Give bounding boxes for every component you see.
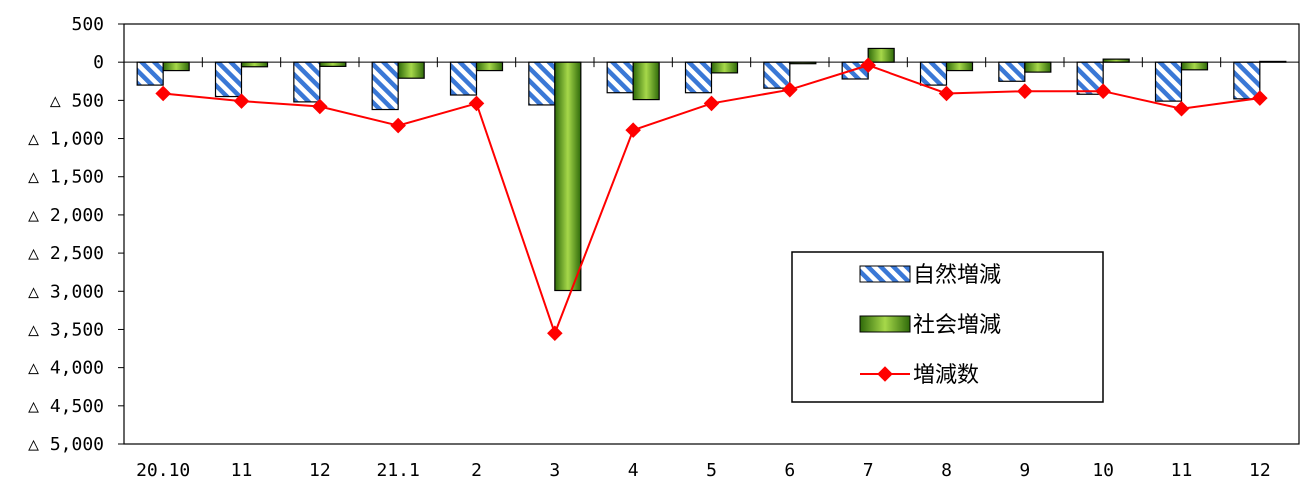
legend-label-social: 社会増減 bbox=[913, 313, 1001, 338]
y-tick-label: △ 1,000 bbox=[28, 129, 104, 150]
y-tick-label: △ 4,000 bbox=[28, 358, 104, 379]
y-tick-label: △ 1,500 bbox=[28, 167, 104, 188]
total-change-point bbox=[703, 95, 720, 112]
x-tick-label: 4 bbox=[628, 460, 639, 481]
legend: 自然増減 社会増減 増減数 bbox=[791, 251, 1104, 403]
legend-swatch-natural bbox=[859, 265, 911, 283]
y-tick-label: △ 5,000 bbox=[28, 434, 104, 455]
total-change-point bbox=[155, 85, 171, 102]
bar-natural-change bbox=[214, 61, 243, 98]
y-tick-label: △ 4,500 bbox=[28, 396, 104, 417]
bar-natural-change bbox=[528, 61, 556, 106]
bar-social-change bbox=[945, 61, 974, 72]
bar-natural-change bbox=[606, 61, 634, 94]
x-tick-label: 6 bbox=[784, 460, 795, 481]
x-tick-label: 8 bbox=[941, 460, 952, 481]
plot-area bbox=[123, 23, 1300, 445]
bar-natural-change bbox=[1233, 61, 1261, 100]
bar-natural-change bbox=[684, 61, 713, 94]
total-change-point bbox=[233, 93, 250, 109]
y-tick-label: △ 3,000 bbox=[28, 281, 104, 302]
legend-label-total: 増減数 bbox=[913, 363, 979, 388]
bar-social-change bbox=[1024, 61, 1052, 73]
y-tick-label: 0 bbox=[93, 52, 104, 73]
bar-social-change bbox=[240, 61, 269, 68]
bar-natural-change bbox=[293, 61, 321, 103]
total-change-point bbox=[468, 95, 485, 112]
bar-natural-change bbox=[763, 61, 791, 89]
total-change-point bbox=[547, 325, 563, 342]
total-change-point bbox=[1252, 90, 1268, 106]
bar-social-change bbox=[475, 61, 504, 72]
bar-natural-change bbox=[371, 61, 399, 111]
x-tick-label: 20.10 bbox=[136, 460, 190, 481]
x-axis: 20.10 11 12 21.1 2 3 4 5 6 7 8 9 10 11 12 bbox=[123, 57, 1300, 481]
x-tick-label: 2 bbox=[471, 460, 482, 481]
legend-label-natural: 自然増減 bbox=[913, 263, 1001, 288]
x-tick-label: 10 bbox=[1092, 460, 1114, 481]
total-change-point bbox=[1173, 100, 1190, 117]
bar-social-change bbox=[1180, 61, 1209, 71]
bar-natural-change bbox=[919, 61, 948, 86]
bar-natural-change bbox=[1154, 61, 1183, 102]
bar-social-change bbox=[710, 61, 739, 74]
x-tick-label: 12 bbox=[1249, 460, 1271, 481]
total-change-point bbox=[1017, 83, 1033, 99]
bar-natural-change bbox=[998, 61, 1026, 82]
bar-social-change bbox=[162, 61, 190, 72]
x-tick-label: 12 bbox=[309, 460, 331, 481]
total-change-point bbox=[390, 117, 406, 134]
x-tick-label: 7 bbox=[863, 460, 874, 481]
y-axis: 500 0 △ 500 △ 1,000 △ 1,500 △ 2,000 △ 2,500 △ 3… bbox=[28, 14, 124, 455]
x-tick-label: 21.1 bbox=[376, 460, 419, 481]
bar-social-change bbox=[554, 61, 582, 292]
y-tick-label: 500 bbox=[71, 14, 104, 35]
y-tick-label: △ 3,500 bbox=[28, 319, 104, 340]
bar-series bbox=[136, 47, 1287, 292]
bar-social-change bbox=[867, 47, 895, 63]
bar-natural-change bbox=[449, 61, 478, 96]
legend-swatch-social bbox=[859, 315, 911, 333]
bar-social-change bbox=[319, 61, 347, 67]
x-tick-label: 11 bbox=[1171, 460, 1193, 481]
y-tick-label: △ 2,000 bbox=[28, 205, 104, 226]
legend-box bbox=[791, 251, 1104, 403]
x-tick-label: 11 bbox=[231, 460, 253, 481]
x-tick-label: 5 bbox=[706, 460, 717, 481]
bar-social-change bbox=[397, 61, 425, 79]
x-tick-label: 3 bbox=[549, 460, 560, 481]
total-change-point bbox=[938, 85, 955, 102]
bar-natural-change bbox=[136, 61, 164, 86]
total-change-point bbox=[625, 122, 641, 138]
x-tick-label: 9 bbox=[1019, 460, 1030, 481]
bar-social-change bbox=[632, 61, 660, 101]
y-tick-label: △ 2,500 bbox=[28, 243, 104, 264]
y-tick-label: △ 500 bbox=[50, 90, 104, 111]
total-change-point bbox=[1095, 83, 1111, 99]
